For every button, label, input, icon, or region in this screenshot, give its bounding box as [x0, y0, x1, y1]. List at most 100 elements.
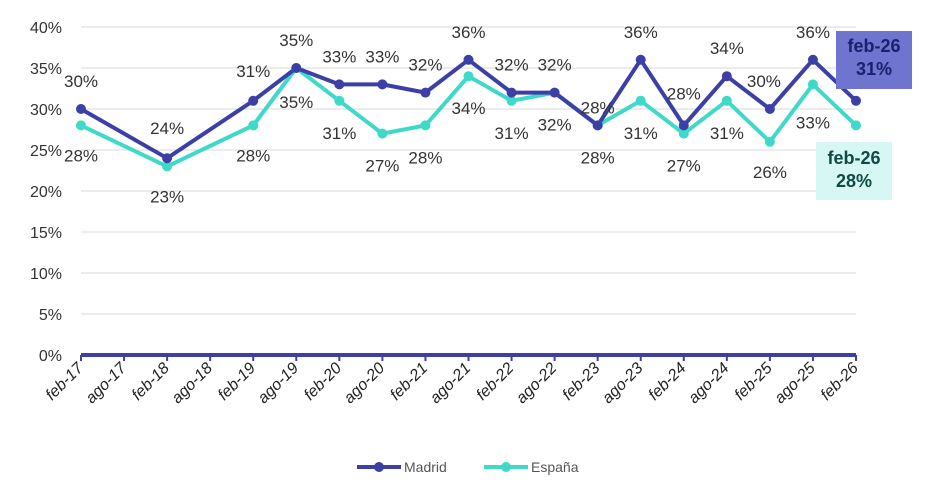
madrid-data-label: 33%	[322, 47, 356, 66]
espana-point	[764, 136, 775, 147]
madrid-point	[721, 71, 732, 82]
espana-data-label: 31%	[624, 124, 658, 143]
y-tick-label: 30%	[30, 102, 62, 119]
madrid-point	[334, 79, 345, 90]
espana-point	[248, 120, 259, 131]
x-tick-label: feb-23	[559, 360, 603, 404]
espana-legend-label: España	[531, 459, 579, 475]
x-tick-label: feb-21	[387, 360, 431, 404]
y-tick-label: 20%	[30, 184, 62, 201]
x-tick-label: feb-22	[473, 360, 517, 404]
madrid-last-value-callout: feb-26 31%	[836, 31, 912, 89]
y-tick-label: 40%	[30, 20, 62, 37]
espana-legend-marker	[501, 462, 511, 472]
madrid-point	[678, 120, 689, 131]
madrid-data-label: 36%	[451, 23, 485, 42]
espana-point	[678, 128, 689, 139]
espana-callout-date: feb-26	[827, 148, 881, 168]
espana-data-label: 28%	[408, 148, 442, 167]
espana-data-label: 33%	[796, 113, 830, 132]
y-tick-label: 10%	[30, 266, 62, 283]
x-tick-label: feb-25	[732, 360, 776, 404]
madrid-point	[248, 95, 259, 106]
x-tick-label: feb-18	[129, 360, 173, 404]
madrid-legend-label: Madrid	[404, 459, 447, 475]
x-tick-label: ago-17	[83, 359, 131, 407]
y-axis-ticks: 0% 5% 10% 15% 20% 25% 30% 35% 40%	[30, 20, 62, 365]
madrid-point	[592, 120, 603, 131]
espana-point	[635, 95, 646, 106]
madrid-point	[764, 104, 775, 114]
espana-point	[76, 120, 86, 131]
madrid-callout-value: 31%	[855, 59, 893, 79]
madrid-point	[420, 87, 431, 98]
espana-data-label: 28%	[581, 148, 615, 167]
y-tick-label: 25%	[30, 143, 62, 160]
madrid-data-label: 30%	[747, 72, 781, 91]
madrid-data-label: 33%	[365, 47, 399, 66]
x-tick-label: ago-19	[255, 360, 302, 407]
madrid-data-label: 28%	[581, 98, 615, 117]
x-tick-label: feb-19	[215, 360, 259, 404]
madrid-point	[807, 54, 818, 65]
espana-data-label: 26%	[753, 163, 787, 182]
madrid-point	[463, 54, 474, 65]
x-tick-label: ago-20	[341, 360, 388, 407]
madrid-point	[377, 79, 388, 90]
madrid-data-label: 32%	[408, 56, 442, 75]
x-tick-label: ago-21	[427, 360, 474, 407]
data-labels: 28% 23% 28% 35% 31% 27% 28% 34% 31% 32% 28% 31% 27% 3…	[64, 23, 830, 207]
madrid-data-label: 24%	[150, 119, 184, 138]
espana-point	[463, 71, 474, 82]
gridlines	[81, 26, 856, 315]
espana-data-label: 28%	[64, 146, 98, 165]
espana-data-label: 27%	[365, 157, 399, 176]
series-points	[76, 54, 861, 172]
espana-data-label: 34%	[451, 99, 485, 118]
y-tick-label: 0%	[39, 348, 62, 365]
y-tick-label: 35%	[30, 61, 62, 78]
x-tick-label: feb-17	[43, 359, 88, 404]
madrid-data-label: 36%	[796, 23, 830, 42]
espana-point	[807, 79, 818, 90]
espana-data-label: 35%	[279, 93, 313, 112]
espana-last-value-callout: feb-26 28%	[816, 142, 892, 200]
madrid-data-label: 32%	[495, 56, 529, 75]
espana-point	[377, 128, 388, 139]
madrid-data-label: 32%	[538, 56, 572, 75]
espana-data-label: 23%	[150, 187, 184, 206]
y-tick-label: 5%	[39, 307, 62, 324]
espana-data-label: 31%	[322, 124, 356, 143]
espana-data-label: 31%	[495, 124, 529, 143]
madrid-data-label: 36%	[624, 23, 658, 42]
espana-callout-value: 28%	[835, 171, 873, 191]
x-tick-label: feb-26	[818, 360, 862, 404]
espana-point	[851, 120, 861, 131]
madrid-data-label: 35%	[279, 31, 313, 50]
madrid-point	[851, 95, 861, 106]
x-tick-label: ago-23	[599, 360, 646, 407]
espana-point	[420, 120, 431, 131]
x-tick-label: ago-18	[169, 360, 216, 407]
x-tick-label: ago-24	[685, 360, 732, 407]
madrid-data-label: 30%	[64, 72, 98, 91]
madrid-data-label: 31%	[236, 62, 270, 81]
espana-point	[334, 95, 345, 106]
espana-data-label: 27%	[667, 157, 701, 176]
espana-point	[506, 95, 517, 106]
madrid-point	[162, 153, 173, 164]
y-tick-label: 15%	[30, 225, 62, 242]
madrid-legend-marker	[374, 462, 384, 472]
x-tick-label: feb-24	[646, 360, 690, 404]
madrid-point	[76, 104, 86, 114]
madrid-point	[506, 87, 517, 98]
espana-data-label: 31%	[710, 124, 744, 143]
espana-data-label: 32%	[538, 116, 572, 135]
espana-point	[721, 95, 732, 106]
madrid-point	[291, 63, 302, 73]
x-tick-label: ago-25	[772, 360, 819, 407]
madrid-data-label: 28%	[667, 84, 701, 103]
x-tick-label: ago-22	[513, 360, 560, 407]
